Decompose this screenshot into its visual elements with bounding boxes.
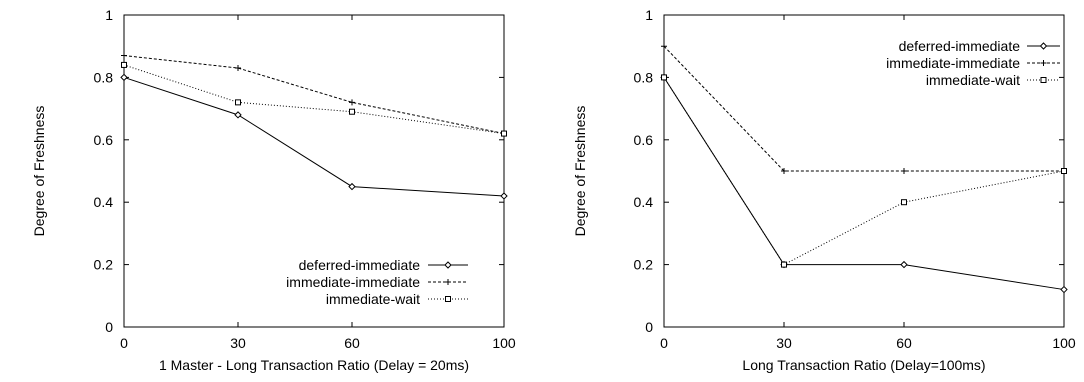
plot-frame <box>123 14 505 328</box>
data-point <box>121 61 127 68</box>
x-tick-label: 30 <box>230 335 246 351</box>
data-point <box>661 43 667 50</box>
x-tick-label: 60 <box>344 335 360 351</box>
series-line <box>123 55 505 135</box>
series-line <box>663 77 1065 266</box>
legend-label: immediate-immediate <box>886 55 1020 71</box>
x-tick-label: 100 <box>1052 335 1076 351</box>
series-immediate-wait <box>661 74 1067 268</box>
data-point <box>900 260 908 269</box>
series-line <box>663 45 1064 172</box>
data-point <box>1061 168 1067 174</box>
chart-right: 0 0.2 0.4 0.6 0.8 1 0 30 60 100 Long Transaction R… <box>572 7 1076 373</box>
y-tick-label: 0 <box>105 319 113 335</box>
data-point <box>234 111 242 119</box>
x-tick-label: 0 <box>120 335 128 351</box>
legend-marker <box>1039 42 1048 50</box>
legend-label: immediate-wait <box>326 291 420 307</box>
legend-marker <box>445 296 451 302</box>
series-line <box>123 76 505 197</box>
data-point <box>120 73 128 82</box>
data-point <box>500 192 508 200</box>
data-point <box>901 199 907 206</box>
x-tick-label: 0 <box>660 335 668 351</box>
y-tick-label: 0.6 <box>94 132 114 148</box>
chart-left: 0 0.2 0.4 0.6 0.8 1 0 30 60 100 1 Master - Long Tr… <box>31 7 516 373</box>
y-tick-label: 0.4 <box>634 194 654 210</box>
legend-label: immediate-wait <box>926 72 1020 88</box>
series-line <box>123 64 505 135</box>
series-immediate-wait <box>121 61 507 137</box>
legend-marker <box>1040 77 1047 83</box>
legend-label: immediate-immediate <box>286 274 420 290</box>
y-tick-label: 0.2 <box>94 257 114 273</box>
x-tick-label: 100 <box>492 335 516 351</box>
x-axis-label: 1 Master - Long Transaction Ratio (Delay… <box>159 357 469 373</box>
x-tick-label: 60 <box>896 335 912 351</box>
data-point <box>235 65 241 72</box>
y-tick-label: 0.8 <box>634 69 654 85</box>
data-point <box>121 52 127 59</box>
y-tick-label: 0.8 <box>94 69 114 85</box>
y-tick-label: 1 <box>105 7 113 23</box>
y-tick-label: 0 <box>645 319 653 335</box>
series-deferred-immediate <box>660 73 1068 294</box>
legend-marker <box>1040 60 1047 66</box>
data-point <box>235 99 241 106</box>
legend-marker <box>444 261 452 269</box>
y-tick-label: 0.6 <box>634 132 654 148</box>
series-immediate-immediate <box>121 52 507 137</box>
data-point <box>349 108 355 115</box>
data-point <box>661 74 667 81</box>
data-point <box>348 182 356 191</box>
data-point <box>781 261 787 268</box>
y-tick-label: 1 <box>645 7 653 23</box>
x-tick-label: 30 <box>776 335 792 351</box>
legend-label: deferred-immediate <box>299 257 421 273</box>
data-point <box>901 168 907 174</box>
legend-marker <box>445 279 451 285</box>
y-tick-label: 0.4 <box>94 194 114 210</box>
y-axis-label: Degree of Freshness <box>572 106 588 237</box>
data-point <box>501 130 507 137</box>
data-point <box>349 99 355 106</box>
series-deferred-immediate <box>120 73 508 200</box>
legend-label: deferred-immediate <box>899 38 1021 54</box>
data-point <box>781 168 787 174</box>
y-tick-label: 0.2 <box>634 257 654 273</box>
x-axis-label: Long Transaction Ratio (Delay=100ms) <box>742 357 985 373</box>
data-point <box>1060 285 1068 294</box>
y-axis-label: Degree of Freshness <box>31 106 47 237</box>
